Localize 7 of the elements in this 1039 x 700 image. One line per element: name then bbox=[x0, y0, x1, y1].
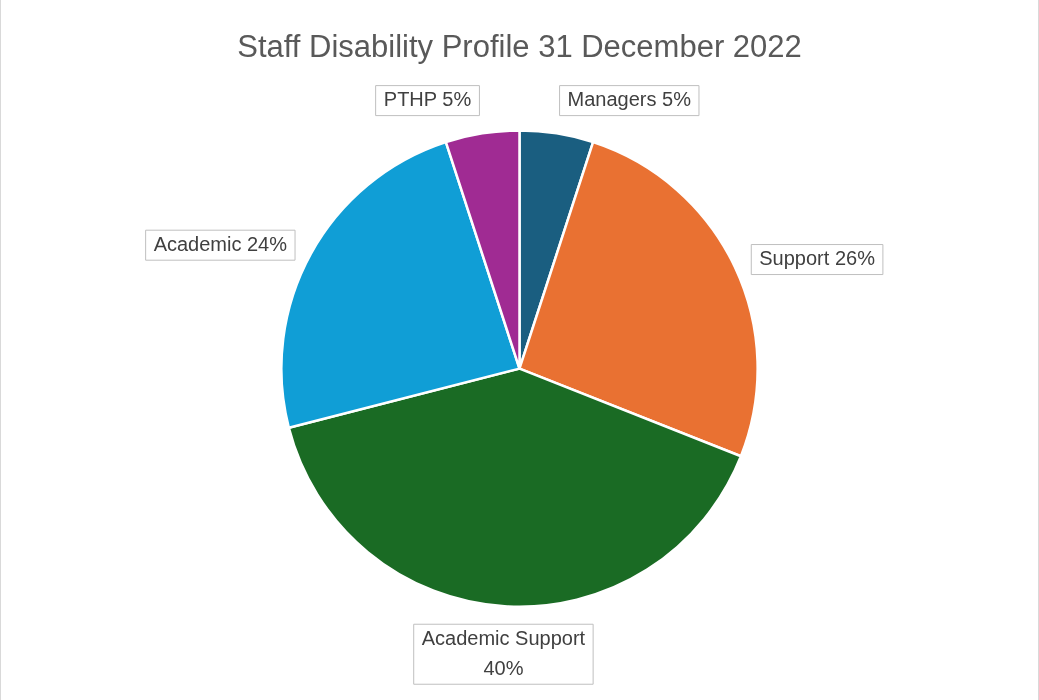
chart-title: Staff Disability Profile 31 December 2022 bbox=[237, 29, 802, 65]
slice-label: Support 26% bbox=[759, 247, 876, 270]
slice-label: Managers 5% bbox=[567, 88, 692, 111]
slice-label: Academic Support bbox=[421, 626, 586, 649]
slice-label: PTHP 5% bbox=[383, 88, 472, 111]
slice-label: Academic 24% bbox=[153, 232, 288, 255]
data-label: 40% bbox=[483, 656, 524, 679]
